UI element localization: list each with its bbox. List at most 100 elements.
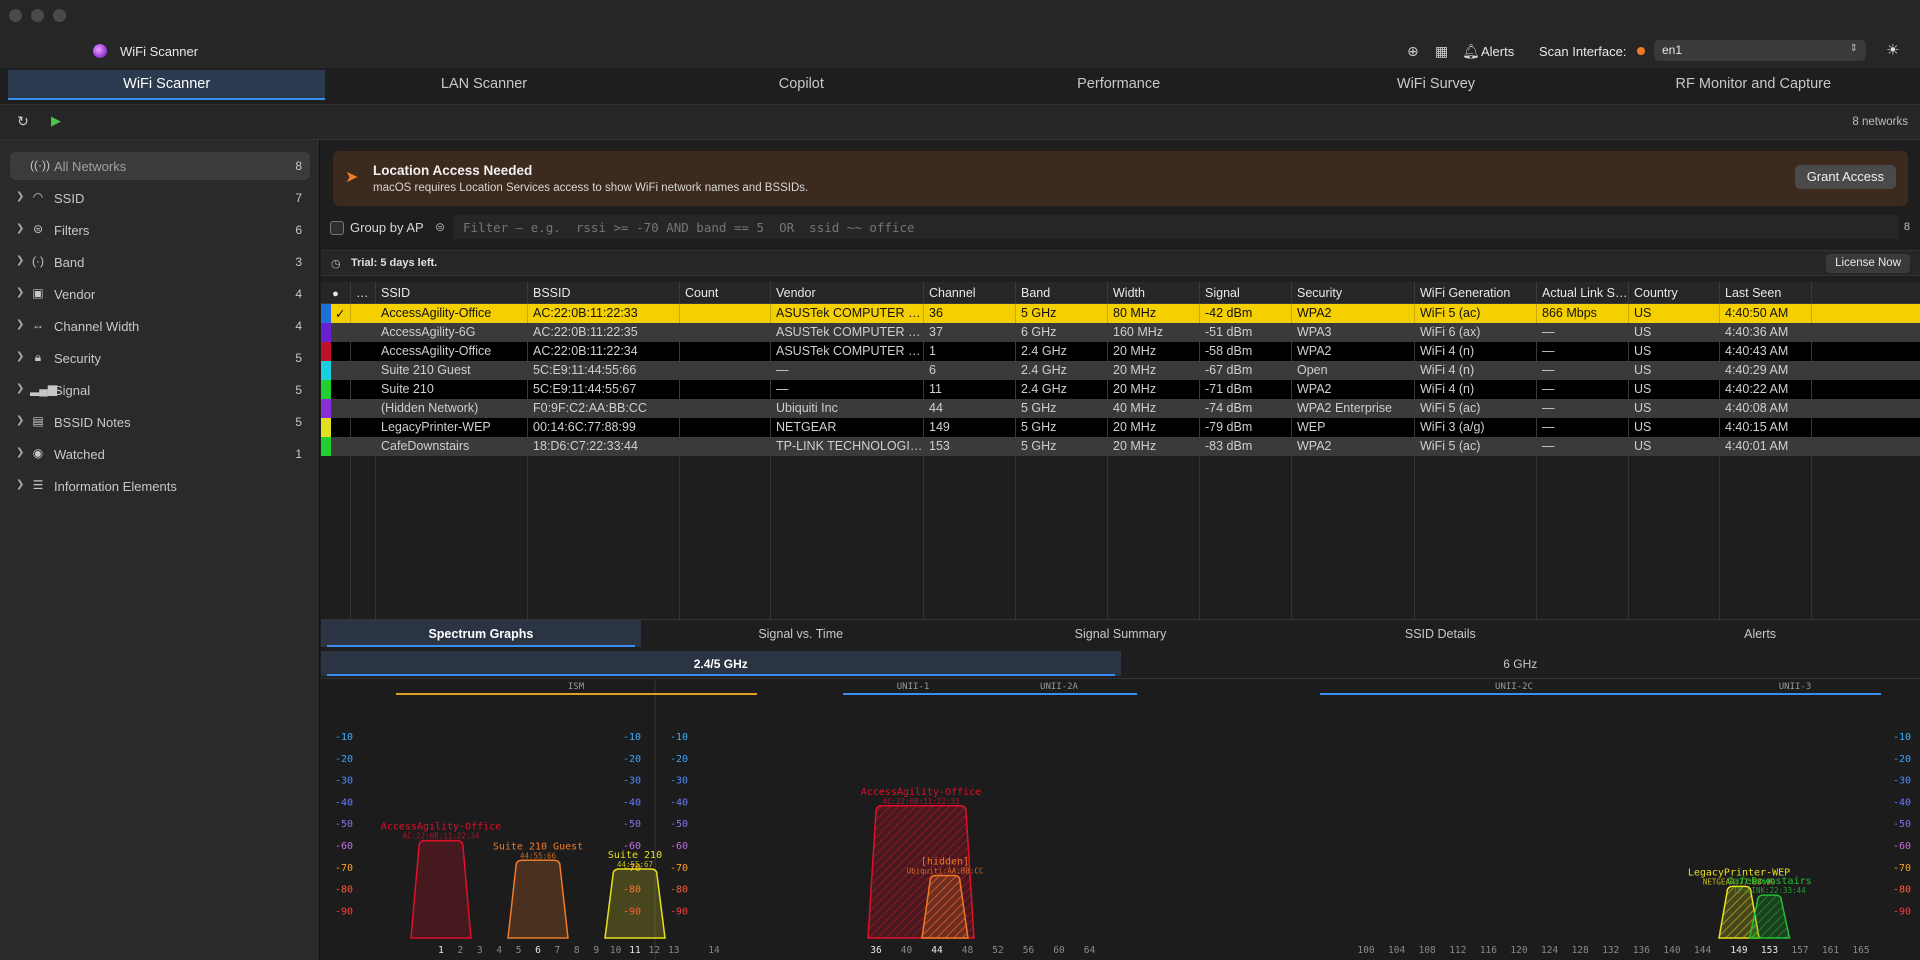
- chevron-right-icon[interactable]: ❯: [16, 319, 25, 330]
- table-row[interactable]: Suite 210 5C:E9:11:44:55:67—11 2.4 GHz 20 M…: [321, 380, 1920, 399]
- table-row[interactable]: ✓ AccessAgility-Office AC:22:0B:11:22:33 AS…: [321, 304, 1920, 323]
- sidebar-item-security[interactable]: ❯ 🔒︎ Security 5: [10, 344, 310, 372]
- table-row[interactable]: (Hidden Network) F0:9F:C2:AA:BB:CC Ubiquit…: [321, 399, 1920, 418]
- chevron-right-icon[interactable]: ❯: [16, 223, 25, 234]
- tab-copilot[interactable]: Copilot: [778, 76, 824, 92]
- tab-lan-scanner[interactable]: LAN Scanner: [440, 76, 528, 92]
- column-header-last-seen[interactable]: Last Seen: [1720, 282, 1812, 304]
- cell-security: WPA2: [1292, 342, 1415, 361]
- chevron-right-icon[interactable]: ❯: [16, 255, 25, 266]
- chevron-right-icon[interactable]: ❯: [16, 351, 25, 362]
- cell-country: US: [1629, 380, 1720, 399]
- bell-icon[interactable]: 🔔︎: [1462, 43, 1480, 59]
- play-icon[interactable]: ▶: [51, 113, 61, 128]
- cell-last-seen: 4:40:01 AM: [1720, 437, 1812, 456]
- column-header-count[interactable]: Count: [680, 282, 771, 304]
- table-row[interactable]: AccessAgility-6G AC:22:0B:11:22:35 ASUSTek…: [321, 323, 1920, 342]
- column-header-more[interactable]: …: [351, 282, 376, 304]
- chevron-right-icon[interactable]: ❯: [16, 287, 25, 298]
- filter-icon[interactable]: ⊜: [435, 220, 446, 234]
- dbm-tick-label: -80: [670, 885, 688, 896]
- tab-signal-vs-time[interactable]: Signal vs. Time: [758, 627, 844, 641]
- dbm-tick-label: -20: [623, 754, 641, 765]
- channel-tick-label: 7: [555, 945, 561, 956]
- chevron-right-icon[interactable]: ❯: [16, 447, 25, 458]
- table-row[interactable]: AccessAgility-Office AC:22:0B:11:22:34 ASU…: [321, 342, 1920, 361]
- column-header-link-speed[interactable]: Actual Link S…: [1537, 282, 1629, 304]
- cell-band: 2.4 GHz: [1016, 342, 1108, 361]
- tab-performance[interactable]: Performance: [1077, 76, 1161, 92]
- tab-ssid-details[interactable]: SSID Details: [1404, 627, 1476, 641]
- table-row[interactable]: LegacyPrinter-WEP 00:14:6C:77:88:99 NETGEA…: [321, 418, 1920, 437]
- column-header-country[interactable]: Country: [1629, 282, 1720, 304]
- signal-curve: [507, 859, 569, 939]
- tab-signal-summary[interactable]: Signal Summary: [1074, 627, 1167, 641]
- dbm-tick-label: -60: [623, 841, 641, 852]
- chevron-right-icon[interactable]: ❯: [16, 479, 25, 490]
- network-5-label: [hidden]: [921, 857, 969, 868]
- table-row[interactable]: Suite 210 Guest 5C:E9:11:44:55:66—6 2.4 GH…: [321, 361, 1920, 380]
- alerts-button[interactable]: Alerts: [1481, 44, 1515, 59]
- cell-vendor: Ubiquiti Inc: [771, 399, 924, 418]
- tab-band-6-ghz[interactable]: 6 GHz: [1503, 657, 1538, 671]
- cell-bssid: 00:14:6C:77:88:99: [528, 418, 680, 437]
- cell-last-seen: 4:40:08 AM: [1720, 399, 1812, 418]
- minimize-window-button[interactable]: [31, 9, 44, 22]
- tab-spectrum-graphs[interactable]: Spectrum Graphs: [321, 620, 641, 647]
- table-row[interactable]: CafeDownstairs 18:D6:C7:22:33:44 TP-LINK T…: [321, 437, 1920, 456]
- sidebar-item-filters[interactable]: ❯ ⊜ Filters 6: [10, 216, 310, 244]
- zoom-window-button[interactable]: [53, 9, 66, 22]
- qr-code-icon[interactable]: ▦: [1435, 43, 1449, 59]
- cell-country: US: [1629, 361, 1720, 380]
- cell-wifi-generation: WiFi 4 (n): [1415, 342, 1537, 361]
- column-header-ssid[interactable]: SSID: [376, 282, 528, 304]
- sidebar-item-watched[interactable]: ❯ ◉ Watched 1: [10, 440, 310, 468]
- channel-tick-label: 9: [593, 945, 599, 956]
- filter-input[interactable]: [453, 215, 1898, 239]
- column-header-width[interactable]: Width: [1108, 282, 1200, 304]
- column-divider: [1291, 456, 1292, 619]
- chevron-right-icon[interactable]: ❯: [16, 383, 25, 394]
- sidebar-item-information-elements[interactable]: ❯ ☰ Information Elements: [10, 472, 310, 500]
- column-header-wifi-generation[interactable]: WiFi Generation: [1415, 282, 1537, 304]
- grant-access-button[interactable]: Grant Access: [1794, 165, 1896, 189]
- sidebar-item-channel-width[interactable]: ❯ ↔ Channel Width 4: [10, 312, 310, 340]
- group-by-ap-checkbox[interactable]: [330, 221, 344, 235]
- column-divider: [770, 456, 771, 619]
- cell-signal: -51 dBm: [1200, 323, 1292, 342]
- sidebar-item-signal[interactable]: ❯ ▂▄▆ Signal 5: [10, 376, 310, 404]
- column-header-band[interactable]: Band: [1016, 282, 1108, 304]
- cell-ssid: CafeDownstairs: [376, 437, 528, 456]
- column-header-status[interactable]: ●: [321, 282, 351, 304]
- chevron-right-icon[interactable]: ❯: [16, 191, 25, 202]
- scan-interface-select[interactable]: en1 ⇕: [1654, 40, 1866, 61]
- tab-wifi-survey[interactable]: WiFi Survey: [1396, 76, 1476, 92]
- sidebar-item-vendor[interactable]: ❯ ▣ Vendor 4: [10, 280, 310, 308]
- sidebar-item-count: 4: [295, 319, 302, 333]
- close-window-button[interactable]: [9, 9, 22, 22]
- tab-wifi-scanner[interactable]: WiFi Scanner: [8, 70, 326, 100]
- tab-band-2-4-5-ghz[interactable]: 2.4/5 GHz: [321, 651, 1121, 676]
- column-header-vendor[interactable]: Vendor: [771, 282, 924, 304]
- sidebar-item-bssid-notes[interactable]: ❯ ▤ BSSID Notes 5: [10, 408, 310, 436]
- sidebar-item-band[interactable]: ❯ (·) Band 3: [10, 248, 310, 276]
- column-header-channel[interactable]: Channel: [924, 282, 1016, 304]
- tab-alerts[interactable]: Alerts: [1744, 627, 1777, 641]
- sidebar-item-count: 7: [295, 191, 302, 205]
- sun-icon[interactable]: ☀: [1886, 42, 1900, 59]
- sidebar-item-count: 6: [295, 223, 302, 237]
- dbm-tick-label: -70: [335, 863, 353, 874]
- column-header-security[interactable]: Security: [1292, 282, 1415, 304]
- dbm-tick-label: -20: [335, 754, 353, 765]
- chevron-right-icon[interactable]: ❯: [16, 415, 25, 426]
- sidebar-item-all-networks[interactable]: ((·)) All Networks 8: [10, 152, 310, 180]
- sidebar-item-ssid[interactable]: ❯ ◠ SSID 7: [10, 184, 310, 212]
- cell-bssid: AC:22:0B:11:22:35: [528, 323, 680, 342]
- column-header-bssid[interactable]: BSSID: [528, 282, 680, 304]
- license-now-button[interactable]: License Now: [1826, 254, 1910, 273]
- tab-rf-monitor[interactable]: RF Monitor and Capture: [1675, 76, 1832, 92]
- refresh-icon[interactable]: ↻: [17, 113, 29, 129]
- column-header-signal[interactable]: Signal: [1200, 282, 1292, 304]
- bottom-tabs: Spectrum Graphs Signal vs. Time Signal S…: [321, 619, 1920, 647]
- globe-icon[interactable]: ⊕: [1407, 43, 1419, 59]
